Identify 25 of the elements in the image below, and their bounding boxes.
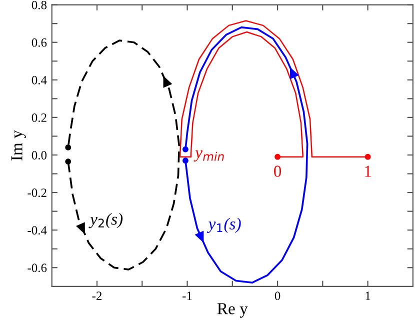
annotation: y$_{1}$(s) [206, 218, 241, 233]
y-tick-label: 0.2 [32, 113, 46, 122]
point [65, 144, 72, 150]
x-tick-label: 0 [274, 292, 280, 300]
y-tick-label: 0.0 [32, 151, 47, 160]
y-tick-label: -0.4 [28, 226, 47, 235]
annotation: y$_{2}$(s) [88, 213, 123, 228]
y-axis-title: Im y [11, 130, 26, 161]
y-tick-label: -0.6 [28, 264, 47, 272]
y-tick-label: -0.2 [28, 188, 46, 198]
x-axis-title: Re y [217, 303, 248, 318]
point [182, 146, 188, 152]
x-tick-label: 1 [366, 292, 370, 300]
annotation: 0 [274, 166, 282, 177]
point [65, 158, 72, 165]
x-tick-label: -1 [182, 292, 192, 300]
point [182, 158, 188, 164]
annotation: y$_{min}$ [194, 150, 224, 162]
point [364, 154, 371, 160]
y-tick-label: 0.8 [32, 0, 47, 10]
x-tick-label: -2 [92, 292, 102, 300]
y-tick-label: 0.4 [32, 76, 47, 84]
annotation: 1 [365, 166, 371, 177]
y-tick-label: 0.6 [32, 38, 47, 47]
point [274, 154, 280, 160]
